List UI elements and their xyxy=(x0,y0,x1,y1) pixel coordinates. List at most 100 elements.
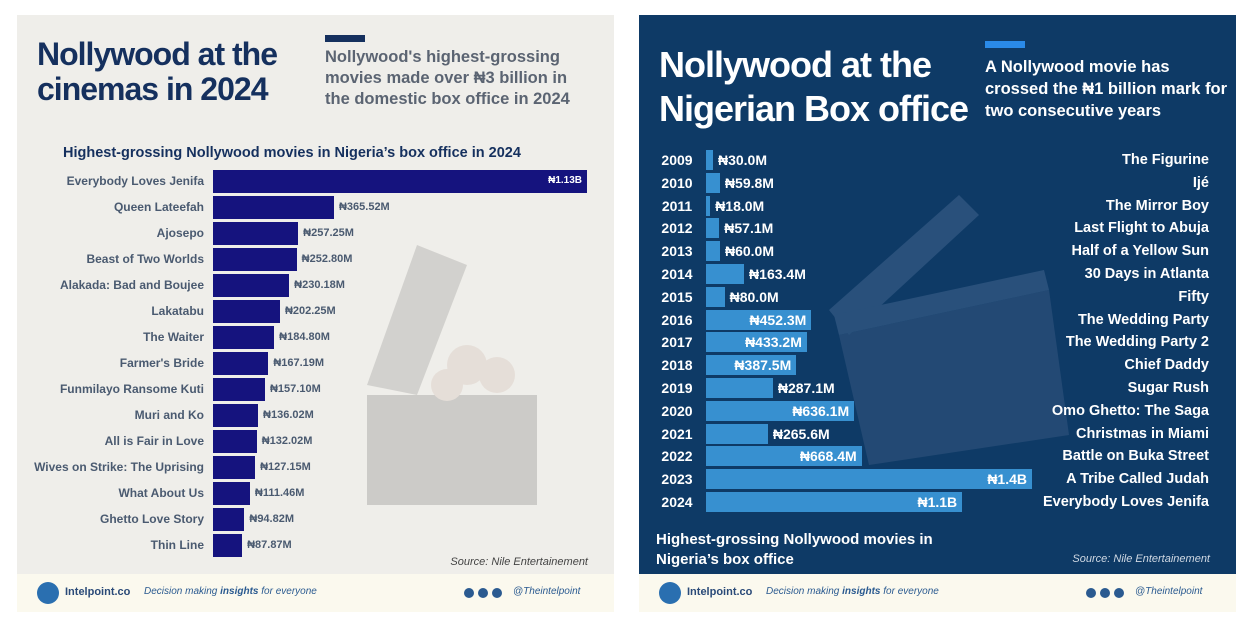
movie-label: The Wedding Party xyxy=(1077,311,1209,328)
tagline-bold: insights xyxy=(842,586,881,597)
clapper-illustration xyxy=(367,245,537,505)
year-label: 2012 xyxy=(661,220,693,237)
value-label: ₦252.80M xyxy=(301,253,353,265)
year-label: 2020 xyxy=(661,402,693,419)
brand: Intelpoint.co xyxy=(65,586,131,598)
movie-label: Half of a Yellow Sun xyxy=(1071,243,1209,260)
bar xyxy=(213,403,259,427)
subtitle: Nollywood's highest-grossing movies made… xyxy=(325,48,570,108)
bar xyxy=(706,218,720,239)
bar xyxy=(213,247,297,271)
value-label: ₦387.5M xyxy=(734,357,792,374)
year-label: 2009 xyxy=(661,152,693,168)
value-label: ₦163.4M xyxy=(749,266,806,282)
value-label: ₦167.19M xyxy=(273,357,325,369)
bar xyxy=(706,400,855,421)
tagline-bold: insights xyxy=(220,586,259,597)
category-label: Thin Line xyxy=(150,538,204,552)
movie-label: Last Flight to Abuja xyxy=(1074,220,1209,237)
social-icon xyxy=(478,588,488,598)
bar xyxy=(706,286,725,307)
value-label: ₦184.80M xyxy=(279,331,330,343)
social-icon xyxy=(1086,588,1096,598)
movie-label: Fifty xyxy=(1178,288,1209,305)
bar xyxy=(213,429,257,453)
handle: @Theintelpoint xyxy=(1135,586,1203,597)
cinema-panel: Nollywood at the cinemas in 2024 Nollywoo… xyxy=(17,15,614,612)
year-label: 2019 xyxy=(661,380,693,396)
clapper-illustration xyxy=(829,195,1069,465)
year-label: 2011 xyxy=(661,197,693,214)
category-label: Ghetto Love Story xyxy=(99,512,204,526)
bar xyxy=(706,150,713,170)
value-label: ₦1.1B xyxy=(917,494,958,510)
category-label: Farmer's Bride xyxy=(119,356,204,370)
value-label: ₦287.1M xyxy=(777,380,835,396)
value-label: ₦30.0M xyxy=(717,152,768,168)
bar xyxy=(213,221,299,245)
bar xyxy=(213,533,243,557)
movie-label: Everybody Loves Jenifa xyxy=(1042,494,1209,510)
social-icon xyxy=(464,588,474,598)
value-label: ₦636.1M xyxy=(792,402,850,419)
value-label: ₦87.87M xyxy=(247,539,292,551)
bar xyxy=(706,423,768,444)
category-label: Everybody Loves Jenifa xyxy=(66,174,204,188)
chart-title: Highest-grossing Nollywood movies in Nig… xyxy=(63,145,521,161)
bar xyxy=(706,446,862,467)
value-label: ₦365.52M xyxy=(338,201,390,213)
year-label: 2022 xyxy=(661,448,693,465)
bar xyxy=(213,325,275,349)
title: Nollywood at the Nigerian Box office xyxy=(659,44,969,129)
bar xyxy=(706,195,711,216)
value-label: ₦668.4M xyxy=(799,448,857,465)
value-label: ₦230.18M xyxy=(294,279,345,291)
accent-bar xyxy=(325,35,365,42)
tagline-text: Decision making xyxy=(144,586,221,597)
bar xyxy=(706,309,812,330)
handle: @Theintelpoint xyxy=(513,586,581,597)
subtitle: A Nollywood movie has crossed the ₦1 bil… xyxy=(985,58,1228,120)
value-label: ₦18.0M xyxy=(715,197,765,214)
value-label: ₦202.25M xyxy=(284,305,336,317)
movie-label: Battle on Buka Street xyxy=(1062,448,1209,465)
year-label: 2017 xyxy=(661,334,693,351)
movie-label: A Tribe Called Judah xyxy=(1066,471,1209,488)
movie-label: Christmas in Miami xyxy=(1076,425,1209,442)
year-label: 2010 xyxy=(661,174,693,191)
value-label: ₦136.02M xyxy=(263,409,314,421)
footer: Intelpoint.co Decision making insights fo… xyxy=(17,574,614,612)
category-label: Muri and Ko xyxy=(134,408,204,422)
bar xyxy=(706,264,745,284)
bar xyxy=(213,455,256,479)
category-label: Beast of Two Worlds xyxy=(86,252,204,266)
movie-label: The Mirror Boy xyxy=(1105,197,1209,214)
movie-label: The Wedding Party 2 xyxy=(1065,334,1209,351)
category-label: Funmilayo Ransome Kuti xyxy=(59,382,204,396)
movie-label: The Figurine xyxy=(1122,152,1209,168)
value-label: ₦452.3M xyxy=(749,311,807,328)
bar xyxy=(706,378,773,398)
category-label: Lakatabu xyxy=(151,304,204,318)
year-label: 2023 xyxy=(661,471,693,488)
year-label: 2016 xyxy=(661,311,693,328)
footer: Intelpoint.co Decision making insights fo… xyxy=(639,574,1236,612)
logo-icon xyxy=(37,582,59,604)
value-label: ₦60.0M xyxy=(724,243,774,260)
value-label: ₦433.2M xyxy=(745,334,802,351)
title: Nollywood at the cinemas in 2024 xyxy=(37,36,278,107)
category-label: The Waiter xyxy=(143,330,204,344)
value-label: ₦57.1M xyxy=(724,220,774,237)
value-label: ₦127.15M xyxy=(260,461,311,473)
value-label: ₦1.4B xyxy=(987,471,1027,488)
bar xyxy=(213,377,265,401)
value-label: ₦132.02M xyxy=(261,435,313,447)
source: Source: Nile Entertainement xyxy=(1072,553,1210,565)
movie-label: Chief Daddy xyxy=(1124,357,1209,374)
bar xyxy=(213,351,269,375)
category-label: Wives on Strike: The Uprising xyxy=(34,460,204,474)
bar xyxy=(213,273,290,297)
value-label: ₦1.13B xyxy=(548,175,582,186)
bar xyxy=(213,481,250,505)
